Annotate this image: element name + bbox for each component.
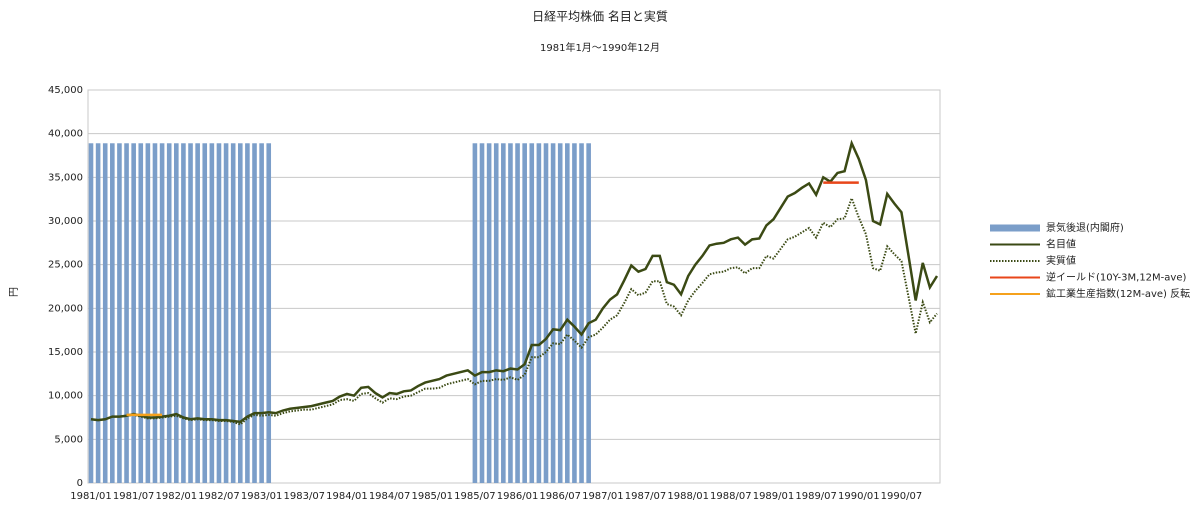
- x-tick-label: 1984/07: [369, 491, 411, 502]
- x-tick-label: 1986/01: [497, 491, 539, 502]
- y-tick-label: 25,000: [48, 260, 83, 271]
- x-tick-label: 1988/01: [667, 491, 709, 502]
- x-tick-label: 1990/01: [838, 491, 880, 502]
- series-line: [90, 139, 939, 424]
- chart-subtitle: 1981年1月～1990年12月: [540, 41, 660, 54]
- recession-bar: [579, 143, 584, 484]
- y-tick-label: 35,000: [48, 172, 83, 183]
- x-tick-label: 1982/01: [156, 491, 198, 502]
- plot-area: [87, 89, 941, 484]
- x-tick-label: 1983/07: [284, 491, 326, 502]
- recession-bar: [174, 143, 179, 484]
- recession-bar: [166, 143, 172, 484]
- x-tick-label: 1985/01: [411, 491, 453, 502]
- recession-bar: [252, 143, 257, 484]
- x-tick-label: 1989/01: [753, 491, 795, 502]
- y-tick-label: 10,000: [48, 391, 83, 402]
- x-tick-label: 1982/07: [198, 491, 240, 502]
- recession-bar: [216, 143, 222, 484]
- recession-bar: [131, 143, 136, 484]
- recession-bar: [515, 143, 520, 484]
- recession-bar: [159, 143, 165, 484]
- x-tick-label: 1986/07: [539, 491, 581, 502]
- chart-title: 日経平均株価 名目と実質: [532, 9, 668, 24]
- recession-bar: [181, 143, 186, 484]
- x-tick-label: 1988/07: [710, 491, 752, 502]
- x-tick-label: 1984/01: [326, 491, 368, 502]
- recession-bar: [230, 143, 236, 484]
- y-tick-label: 45,000: [48, 85, 83, 96]
- recession-bar: [565, 143, 570, 484]
- recession-bar: [493, 143, 499, 484]
- recession-bar: [202, 143, 208, 484]
- recession-bar: [572, 143, 577, 484]
- legend-label: 鉱工業生産指数(12M-ave) 反転: [1046, 287, 1190, 300]
- recession-bar: [237, 143, 243, 484]
- y-tick-label: 5,000: [54, 434, 83, 445]
- recession-bar: [259, 143, 264, 484]
- x-tick-label: 1981/01: [70, 491, 112, 502]
- y-tick-label: 15,000: [48, 347, 83, 358]
- x-tick-label: 1989/07: [795, 491, 837, 502]
- recession-bar: [266, 143, 272, 484]
- recession-bar: [522, 143, 527, 484]
- recession-bar: [501, 143, 506, 484]
- recession-bar: [110, 143, 115, 484]
- recession-bar: [536, 143, 542, 484]
- recession-bar: [557, 143, 563, 484]
- y-tick-label: 40,000: [48, 129, 83, 140]
- recession-bar: [95, 143, 101, 484]
- recession-bar: [486, 143, 492, 484]
- recession-bar: [209, 143, 215, 484]
- recession-bar: [543, 143, 549, 484]
- recession-bar: [550, 143, 556, 484]
- x-tick-label: 1990/07: [881, 491, 923, 502]
- recession-bar: [586, 143, 591, 484]
- recession-bar: [508, 143, 513, 484]
- recession-bar: [195, 143, 200, 484]
- x-tick-label: 1983/01: [241, 491, 283, 502]
- recession-bar: [152, 143, 158, 484]
- recession-bar: [479, 143, 485, 484]
- recession-bar: [88, 143, 94, 484]
- recession-bar: [117, 143, 122, 484]
- recession-bar: [223, 143, 229, 484]
- recession-bar: [529, 143, 535, 484]
- recession-bar: [472, 143, 478, 484]
- x-tick-label: 1981/07: [113, 491, 155, 502]
- legend-label: 逆イールド(10Y-3M,12M-ave): [1046, 271, 1186, 284]
- legend-label: 実質値: [1046, 254, 1076, 267]
- y-axis-label: 円: [9, 287, 20, 297]
- x-tick-label: 1987/01: [582, 491, 624, 502]
- y-tick-label: 30,000: [48, 216, 83, 227]
- recession-bar: [188, 143, 193, 484]
- legend-label: 景気後退(内閣府): [1046, 221, 1124, 234]
- recession-bar: [245, 143, 250, 484]
- x-tick-label: 1987/07: [625, 491, 667, 502]
- series-line: [90, 195, 938, 426]
- x-tick-label: 1985/07: [454, 491, 496, 502]
- recession-bar: [102, 143, 108, 484]
- recession-bar: [138, 143, 144, 484]
- recession-bar: [124, 143, 129, 484]
- recession-bar: [145, 143, 151, 484]
- y-tick-label: 0: [77, 478, 83, 489]
- legend-label: 名目値: [1046, 238, 1076, 251]
- y-tick-label: 20,000: [48, 303, 83, 314]
